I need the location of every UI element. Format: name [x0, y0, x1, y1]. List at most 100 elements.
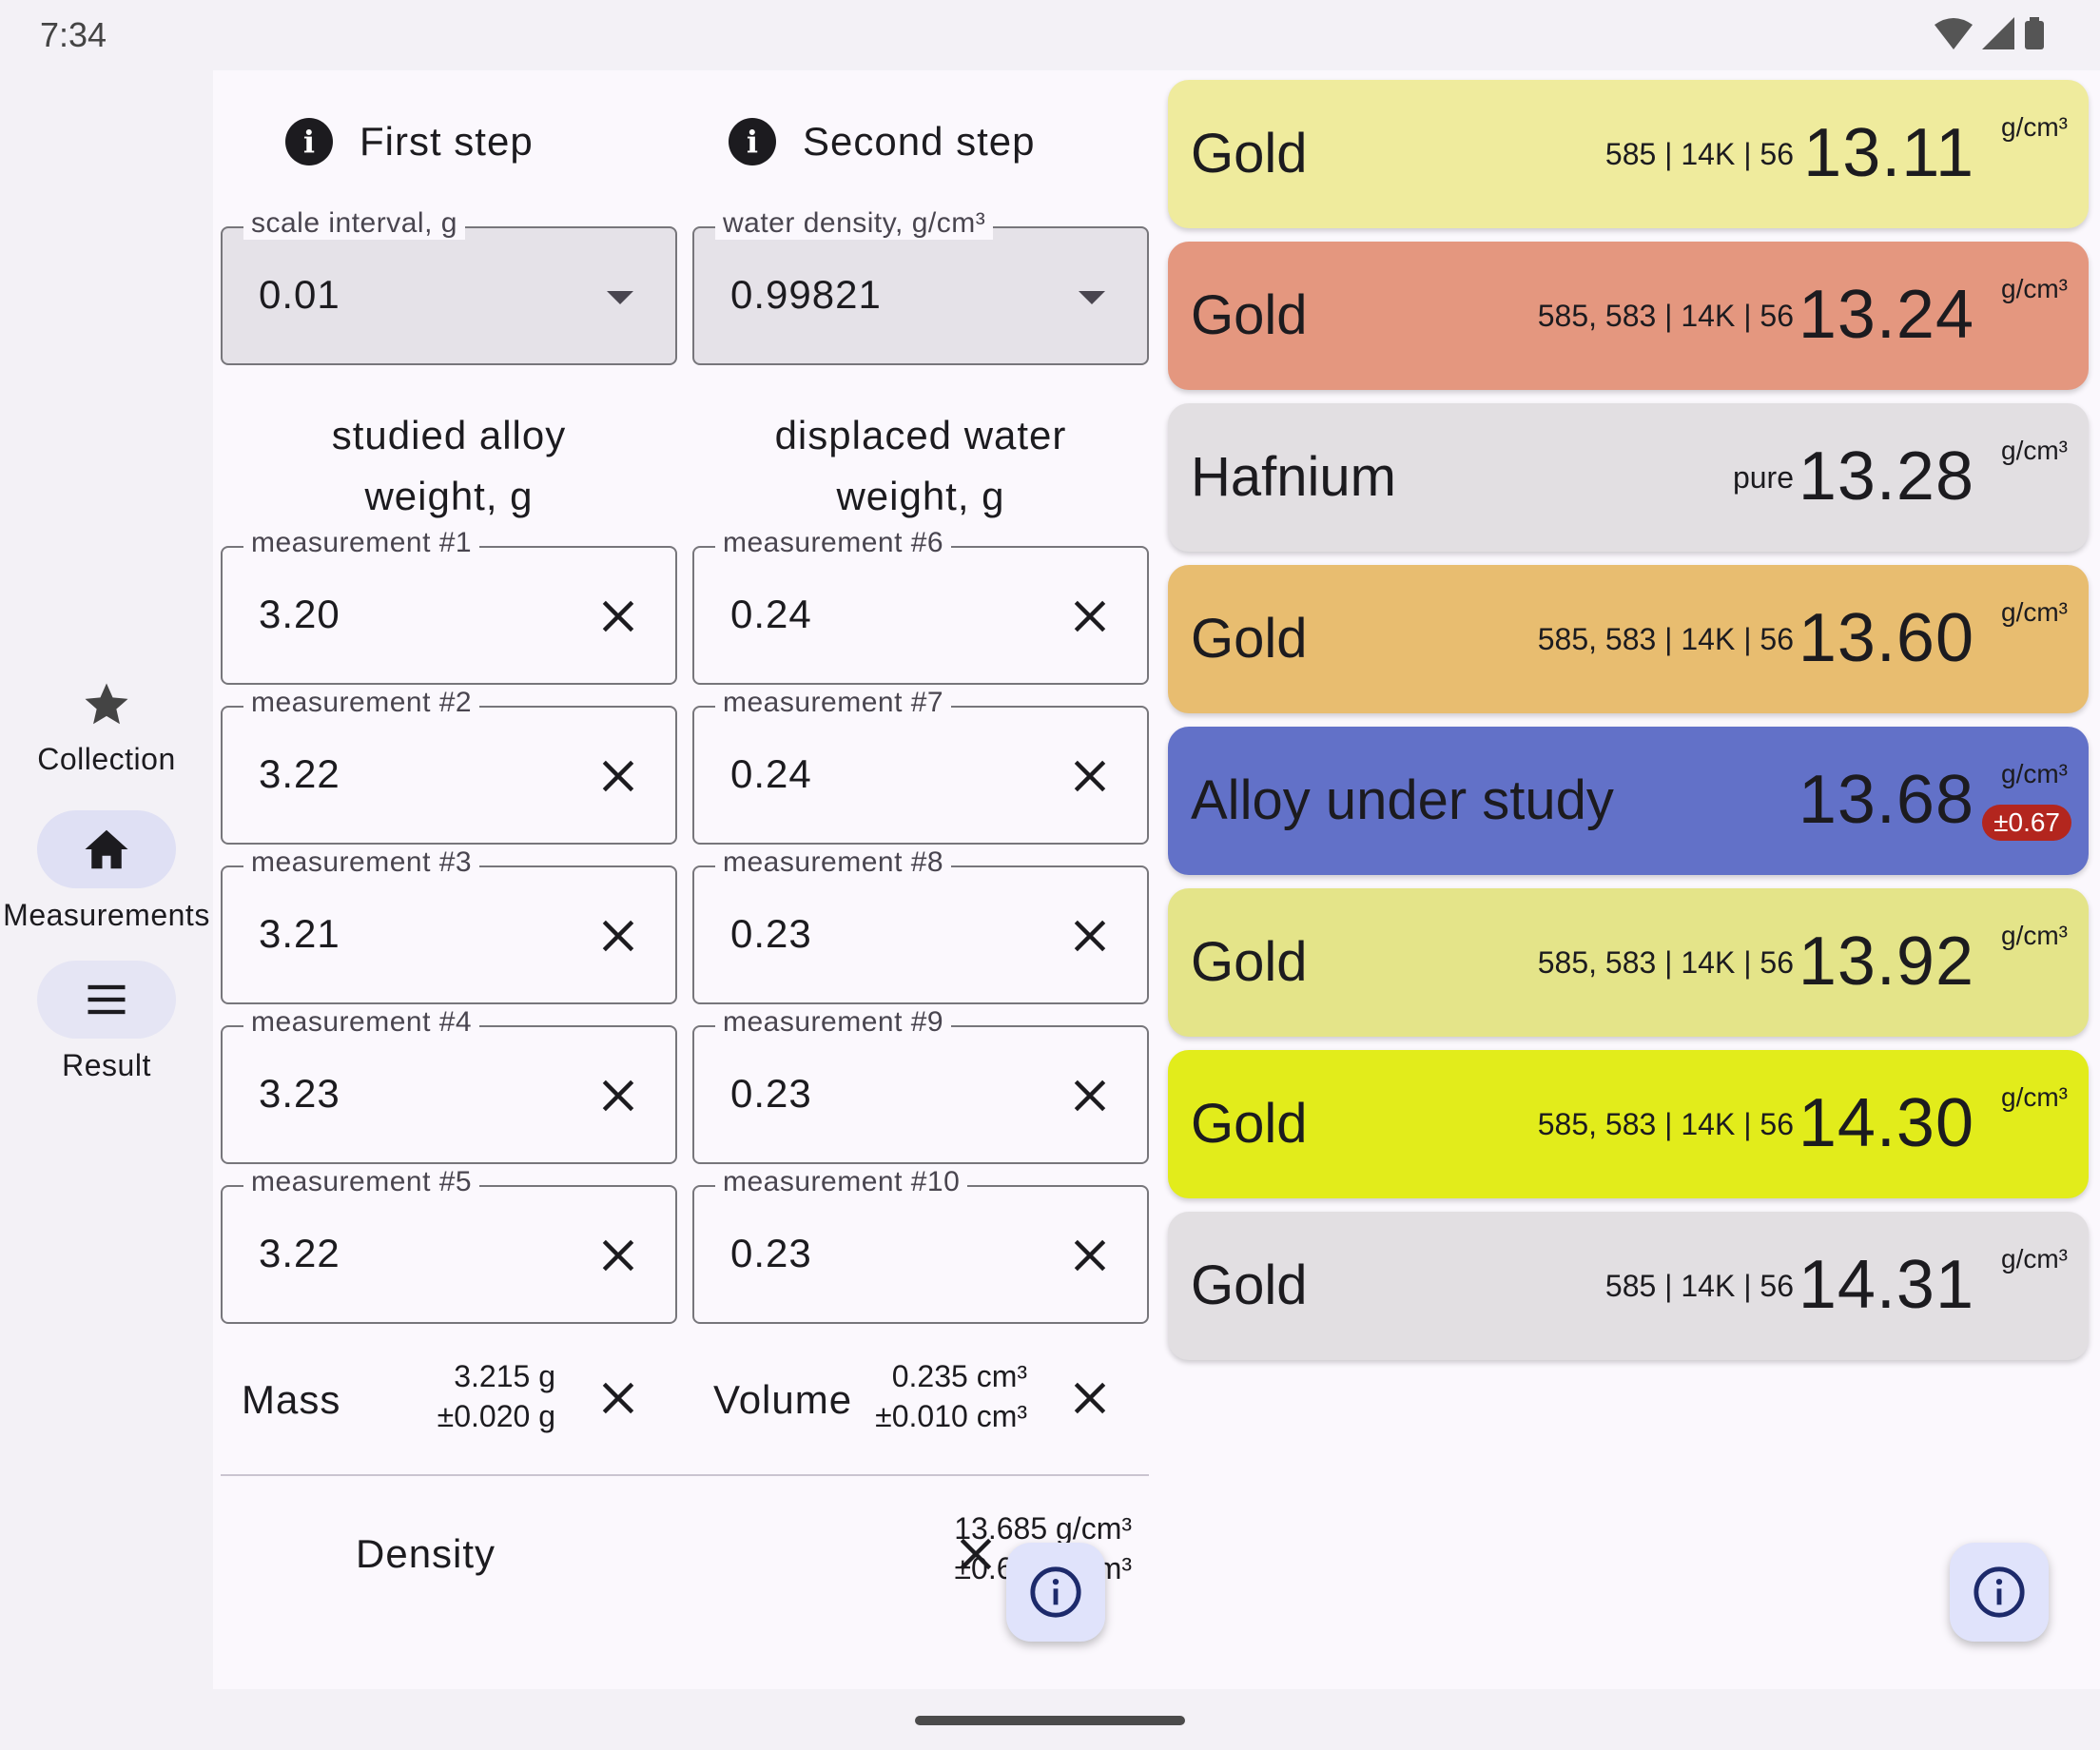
nav-item-collection[interactable]: Collection [0, 666, 213, 777]
material-density: 14.30 [1798, 1085, 1974, 1161]
measurement-field-2[interactable]: measurement #2 3.22 [221, 687, 677, 845]
material-meta: 585, 583 | 14K | 56 [1537, 945, 1794, 980]
measurement-field-4[interactable]: measurement #4 3.23 [221, 1006, 677, 1164]
material-density: 13.28 [1798, 438, 1974, 515]
result-card[interactable]: Gold 585, 583 | 14K | 56 13.60 g/cm³ [1168, 565, 2089, 713]
measurement-legend: measurement #10 [715, 1166, 968, 1198]
info-icon: i [285, 118, 333, 165]
scale-interval-dropdown[interactable]: scale interval, g 0.01 [221, 207, 677, 365]
measurement-value: 0.24 [730, 592, 812, 636]
result-card[interactable]: Gold 585 | 14K | 56 13.11 g/cm³ [1168, 80, 2089, 228]
first-step-header[interactable]: i First step [285, 118, 534, 165]
clear-icon[interactable] [597, 1235, 639, 1276]
material-meta: 585, 583 | 14K | 56 [1537, 1107, 1794, 1141]
clear-mass-icon[interactable] [597, 1377, 639, 1419]
second-step-label: Second step [803, 119, 1036, 164]
result-card[interactable]: Hafnium pure 13.28 g/cm³ [1168, 403, 2089, 552]
star-icon [85, 683, 128, 725]
volume-error: ±0.010 cm³ [875, 1399, 1027, 1433]
density-label: Density [356, 1531, 496, 1576]
scale-interval-legend: scale interval, g [243, 207, 465, 240]
measurement-value: 3.22 [259, 1231, 340, 1275]
nav-pill-measurements [37, 810, 176, 888]
measurement-legend: measurement #1 [243, 527, 480, 559]
mass-value: 3.215 g [454, 1359, 555, 1393]
water-density-value: 0.99821 [730, 272, 882, 317]
second-step-header[interactable]: i Second step [729, 118, 1036, 165]
clear-icon[interactable] [1069, 755, 1111, 797]
measurement-field-9[interactable]: measurement #9 0.23 [692, 1006, 1149, 1164]
material-name: Gold [1191, 931, 1308, 993]
measurement-value: 3.20 [259, 592, 340, 636]
volume-label: Volume [713, 1377, 853, 1422]
result-card[interactable]: Gold 585, 583 | 14K | 56 13.92 g/cm³ [1168, 888, 2089, 1037]
density-unit: g/cm³ [2001, 436, 2068, 465]
measurement-legend: measurement #9 [715, 1006, 952, 1039]
info-outline-icon [1030, 1566, 1081, 1618]
density-unit: g/cm³ [2001, 274, 2068, 303]
measurement-value: 0.23 [730, 1231, 812, 1275]
clear-density-icon[interactable] [955, 1533, 997, 1575]
clear-icon[interactable] [1069, 595, 1111, 637]
nav-label-collection: Collection [37, 742, 176, 776]
water-density-legend: water density, g/cm³ [715, 207, 994, 240]
clear-icon[interactable] [597, 595, 639, 637]
clear-volume-icon[interactable] [1069, 1377, 1111, 1419]
material-density: 13.92 [1798, 924, 1974, 1000]
measurement-value: 0.23 [730, 1071, 812, 1116]
measurement-field-10[interactable]: measurement #10 0.23 [692, 1166, 1149, 1324]
result-card[interactable]: Gold 585, 583 | 14K | 56 14.30 g/cm³ [1168, 1050, 2089, 1198]
material-density: 14.31 [1798, 1247, 1974, 1323]
clock: 7:34 [40, 15, 107, 54]
result-card[interactable]: Gold 585 | 14K | 56 14.31 g/cm³ [1168, 1212, 2089, 1360]
clear-icon[interactable] [1069, 915, 1111, 957]
clear-icon[interactable] [1069, 1235, 1111, 1276]
info-outline-icon [1974, 1566, 2025, 1618]
material-density: 13.24 [1798, 277, 1974, 353]
material-name: Gold [1191, 608, 1308, 670]
result-card-alloy[interactable]: Alloy under study 13.68 g/cm³ ±0.67 [1168, 727, 2089, 875]
clear-icon[interactable] [597, 1075, 639, 1117]
density-unit: g/cm³ [2001, 921, 2068, 950]
material-name: Alloy under study [1191, 769, 1614, 831]
material-name: Gold [1191, 284, 1308, 346]
measurement-field-5[interactable]: measurement #5 3.22 [221, 1166, 677, 1324]
measurement-field-3[interactable]: measurement #3 3.21 [221, 846, 677, 1004]
mass-label: Mass [242, 1377, 341, 1422]
status-bar: 7:34 [0, 0, 2100, 70]
measurement-field-8[interactable]: measurement #8 0.23 [692, 846, 1149, 1004]
measurement-field-7[interactable]: measurement #7 0.24 [692, 687, 1149, 845]
nav-item-result[interactable]: Result [0, 961, 213, 1083]
clear-icon[interactable] [597, 915, 639, 957]
water-density-dropdown[interactable]: water density, g/cm³ 0.99821 [692, 207, 1149, 365]
material-name: Hafnium [1191, 446, 1396, 508]
measurement-legend: measurement #5 [243, 1166, 480, 1198]
home-indicator[interactable] [915, 1716, 1185, 1725]
measurement-field-6[interactable]: measurement #6 0.24 [692, 527, 1149, 685]
measurement-legend: measurement #3 [243, 846, 480, 879]
battery-icon [2025, 17, 2044, 49]
alloy-title-line1: studied alloy [331, 413, 567, 457]
density-unit: g/cm³ [2001, 1244, 2068, 1274]
water-weight-title: displaced water weight, g [692, 405, 1149, 527]
info-fab-left[interactable] [1006, 1543, 1105, 1642]
wifi-icon [1935, 18, 1973, 49]
water-title-line1: displaced water [774, 413, 1067, 457]
clear-icon[interactable] [1069, 1075, 1111, 1117]
material-name: Gold [1191, 1254, 1308, 1316]
material-name: Gold [1191, 1093, 1308, 1155]
density-unit: g/cm³ [2001, 597, 2068, 627]
measurement-legend: measurement #2 [243, 687, 480, 719]
result-card[interactable]: Gold 585, 583 | 14K | 56 13.24 g/cm³ [1168, 242, 2089, 390]
measurement-value: 3.23 [259, 1071, 340, 1116]
material-density: 13.11 [1803, 115, 1974, 191]
measurement-field-1[interactable]: measurement #1 3.20 [221, 527, 677, 685]
water-title-line2: weight, g [836, 474, 1005, 518]
nav-item-measurements[interactable]: Measurements [0, 810, 213, 933]
clear-icon[interactable] [597, 755, 639, 797]
info-fab-right[interactable] [1950, 1543, 2049, 1642]
nav-label-result: Result [62, 1048, 151, 1082]
measurement-value: 0.23 [730, 911, 812, 956]
material-meta: 585, 583 | 14K | 56 [1537, 622, 1794, 656]
density-unit: g/cm³ [2001, 112, 2068, 142]
